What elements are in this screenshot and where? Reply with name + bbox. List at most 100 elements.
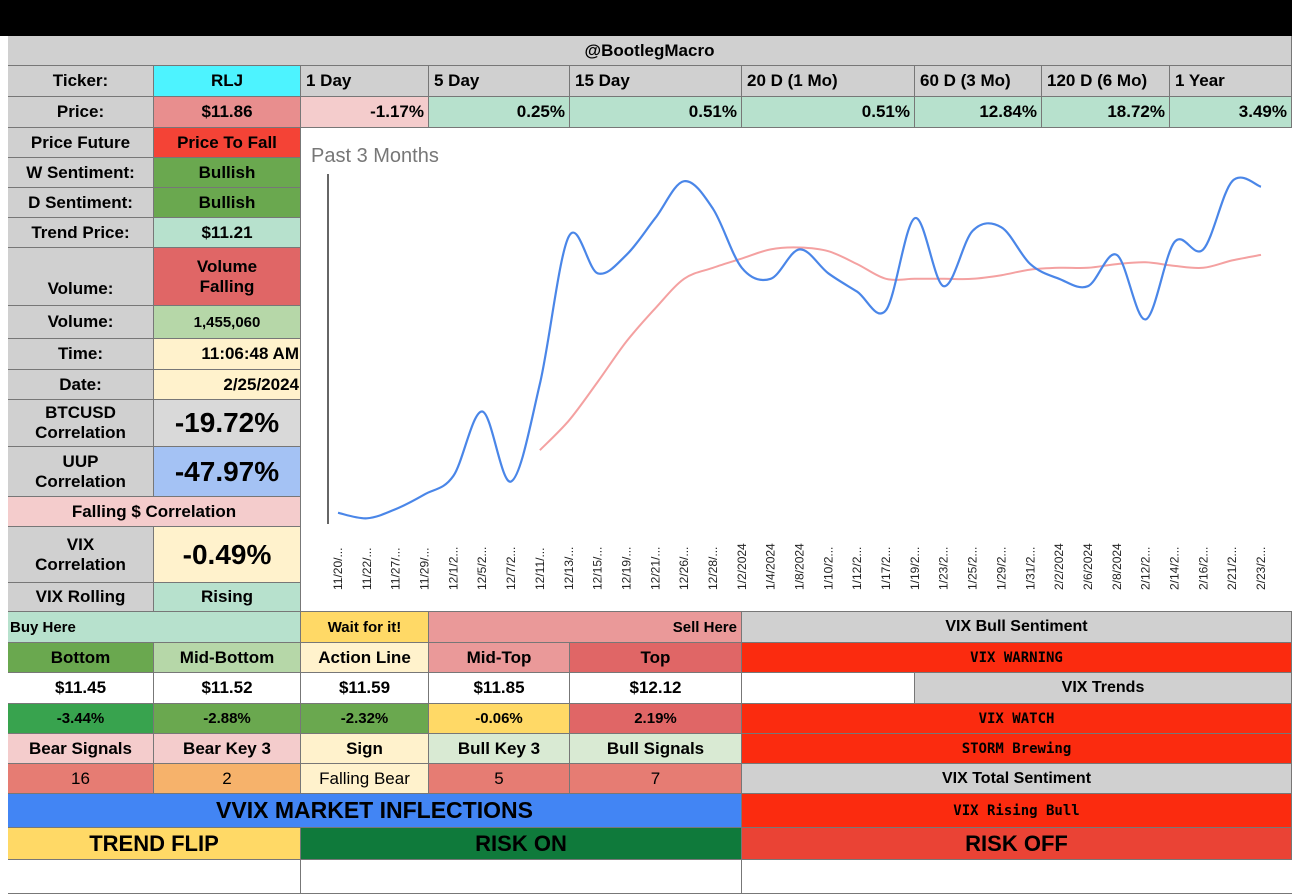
volume-trend-line1: Volume bbox=[196, 256, 258, 276]
vix-corr-label-line2: Correlation bbox=[35, 554, 126, 574]
x-tick-label: 1/25/2... bbox=[966, 547, 980, 590]
level-bottom-pct: -3.44% bbox=[8, 704, 154, 734]
level-mid-bottom-price: $11.52 bbox=[154, 673, 301, 704]
window-top-bar bbox=[0, 0, 1292, 36]
buy-here-label: Buy Here bbox=[8, 612, 301, 643]
bear-key-3-header: Bear Key 3 bbox=[154, 734, 301, 764]
change-120-day: 18.72% bbox=[1042, 97, 1170, 128]
change-15-day: 0.51% bbox=[570, 97, 742, 128]
x-tick-label: 1/19/2... bbox=[908, 547, 922, 590]
change-5-day: 0.25% bbox=[429, 97, 570, 128]
bear-key-3-value: 2 bbox=[154, 764, 301, 794]
x-tick-label: 12/11/... bbox=[533, 548, 547, 590]
bull-key-3-header: Bull Key 3 bbox=[429, 734, 570, 764]
x-tick-label: 2/21/2... bbox=[1225, 547, 1239, 590]
trend-flip-label: TREND FLIP bbox=[8, 828, 301, 860]
x-tick-label: 2/8/2024 bbox=[1110, 543, 1124, 590]
time-value: 11:06:48 AM bbox=[154, 339, 301, 370]
vix-bull-sentiment-label: VIX Bull Sentiment bbox=[742, 612, 1292, 643]
price-future-label: Price Future bbox=[8, 128, 154, 158]
trend-price-label: Trend Price: bbox=[8, 218, 154, 248]
level-action-line-price: $11.59 bbox=[301, 673, 429, 704]
ticker-value: RLJ bbox=[154, 66, 301, 97]
risk-off-label: RISK OFF bbox=[742, 828, 1292, 860]
vix-corr-label-line1: VIX bbox=[66, 534, 95, 554]
x-tick-label: 1/29/2... bbox=[994, 547, 1008, 590]
period-20-day: 20 D (1 Mo) bbox=[742, 66, 915, 97]
uup-corr-label-line1: UUP bbox=[62, 451, 99, 471]
x-tick-label: 12/13/... bbox=[562, 547, 576, 590]
time-label: Time: bbox=[8, 339, 154, 370]
level-top-pct: 2.19% bbox=[570, 704, 742, 734]
chart-title: Past 3 Months bbox=[311, 145, 439, 167]
x-tick-label: 12/21/... bbox=[648, 547, 662, 590]
level-action-line-pct: -2.32% bbox=[301, 704, 429, 734]
d-sentiment-value: Bullish bbox=[154, 188, 301, 218]
x-tick-label: 12/5/2... bbox=[475, 547, 489, 590]
bull-signals-header: Bull Signals bbox=[570, 734, 742, 764]
vix-corr-value: -0.49% bbox=[154, 527, 301, 583]
x-tick-label: 1/2/2024 bbox=[735, 543, 749, 590]
uup-corr-label: UUP Correlation bbox=[8, 447, 154, 497]
vix-trends-label: VIX Trends bbox=[915, 673, 1292, 704]
storm-brewing: STORM Brewing bbox=[742, 734, 1292, 764]
sign-header: Sign bbox=[301, 734, 429, 764]
uup-corr-label-line2: Correlation bbox=[35, 471, 126, 491]
level-mid-top-pct: -0.06% bbox=[429, 704, 570, 734]
level-top-header: Top bbox=[570, 643, 742, 673]
volume-label: Volume: bbox=[8, 306, 154, 339]
change-1-year: 3.49% bbox=[1170, 97, 1292, 128]
x-tick-label: 2/6/2024 bbox=[1081, 543, 1095, 590]
bear-signals-header: Bear Signals bbox=[8, 734, 154, 764]
x-tick-label: 1/8/2024 bbox=[793, 543, 807, 590]
level-mid-bottom-header: Mid-Bottom bbox=[154, 643, 301, 673]
change-1-day: -1.17% bbox=[301, 97, 429, 128]
btc-corr-label-line1: BTCUSD bbox=[45, 403, 116, 422]
risk-off-empty bbox=[742, 860, 1292, 894]
vix-rolling-value: Rising bbox=[154, 583, 301, 612]
vix-watch: VIX WATCH bbox=[742, 704, 1292, 734]
x-tick-label: 1/10/2... bbox=[821, 547, 835, 590]
sell-here-label: Sell Here bbox=[429, 612, 742, 643]
x-tick-label: 1/17/2... bbox=[879, 547, 893, 590]
bull-key-3-value: 5 bbox=[429, 764, 570, 794]
bear-signals-value: 16 bbox=[8, 764, 154, 794]
x-tick-label: 12/7/2... bbox=[504, 547, 518, 590]
x-tick-label: 2/12/2... bbox=[1139, 547, 1153, 590]
x-tick-label: 1/23/2... bbox=[937, 547, 951, 590]
level-bottom-price: $11.45 bbox=[8, 673, 154, 704]
x-tick-label: 1/12/2... bbox=[850, 547, 864, 590]
ticker-label: Ticker: bbox=[8, 66, 154, 97]
d-sentiment-label: D Sentiment: bbox=[8, 188, 154, 218]
price-chart-svg: Past 3 Months 11/20/... 11/22/... 11/27/..… bbox=[311, 145, 1268, 590]
period-1-day: 1 Day bbox=[301, 66, 429, 97]
risk-on-label: RISK ON bbox=[301, 828, 742, 860]
volume-trend-label: Volume: bbox=[8, 248, 154, 306]
vix-rising-bull: VIX Rising Bull bbox=[742, 794, 1292, 828]
x-tick-label: 1/4/2024 bbox=[764, 543, 778, 590]
level-mid-top-header: Mid-Top bbox=[429, 643, 570, 673]
x-tick-label: 11/29/... bbox=[418, 548, 432, 590]
date-value: 2/25/2024 bbox=[154, 370, 301, 400]
trend-flip-empty bbox=[8, 860, 301, 894]
btc-corr-value: -19.72% bbox=[154, 400, 301, 447]
x-tick-label: 12/19/... bbox=[619, 547, 633, 590]
uup-corr-value: -47.97% bbox=[154, 447, 301, 497]
level-mid-bottom-pct: -2.88% bbox=[154, 704, 301, 734]
change-60-day: 12.84% bbox=[915, 97, 1042, 128]
x-tick-label: 11/20/... bbox=[331, 548, 345, 590]
period-1-year: 1 Year bbox=[1170, 66, 1292, 97]
x-tick-label: 12/26/... bbox=[677, 547, 691, 590]
vix-trends-blank bbox=[742, 673, 915, 704]
period-5-day: 5 Day bbox=[429, 66, 570, 97]
vix-corr-label: VIX Correlation bbox=[8, 527, 154, 583]
level-bottom-header: Bottom bbox=[8, 643, 154, 673]
x-tick-label: 2/16/2... bbox=[1196, 547, 1210, 590]
volume-trend-value: Volume Falling bbox=[154, 248, 301, 306]
period-60-day: 60 D (3 Mo) bbox=[915, 66, 1042, 97]
btc-corr-label-line2: Correlation bbox=[35, 423, 126, 442]
falling-dollar-correlation: Falling $ Correlation bbox=[8, 497, 301, 527]
moving-average-line bbox=[539, 246, 1262, 451]
bull-signals-value: 7 bbox=[570, 764, 742, 794]
w-sentiment-value: Bullish bbox=[154, 158, 301, 188]
